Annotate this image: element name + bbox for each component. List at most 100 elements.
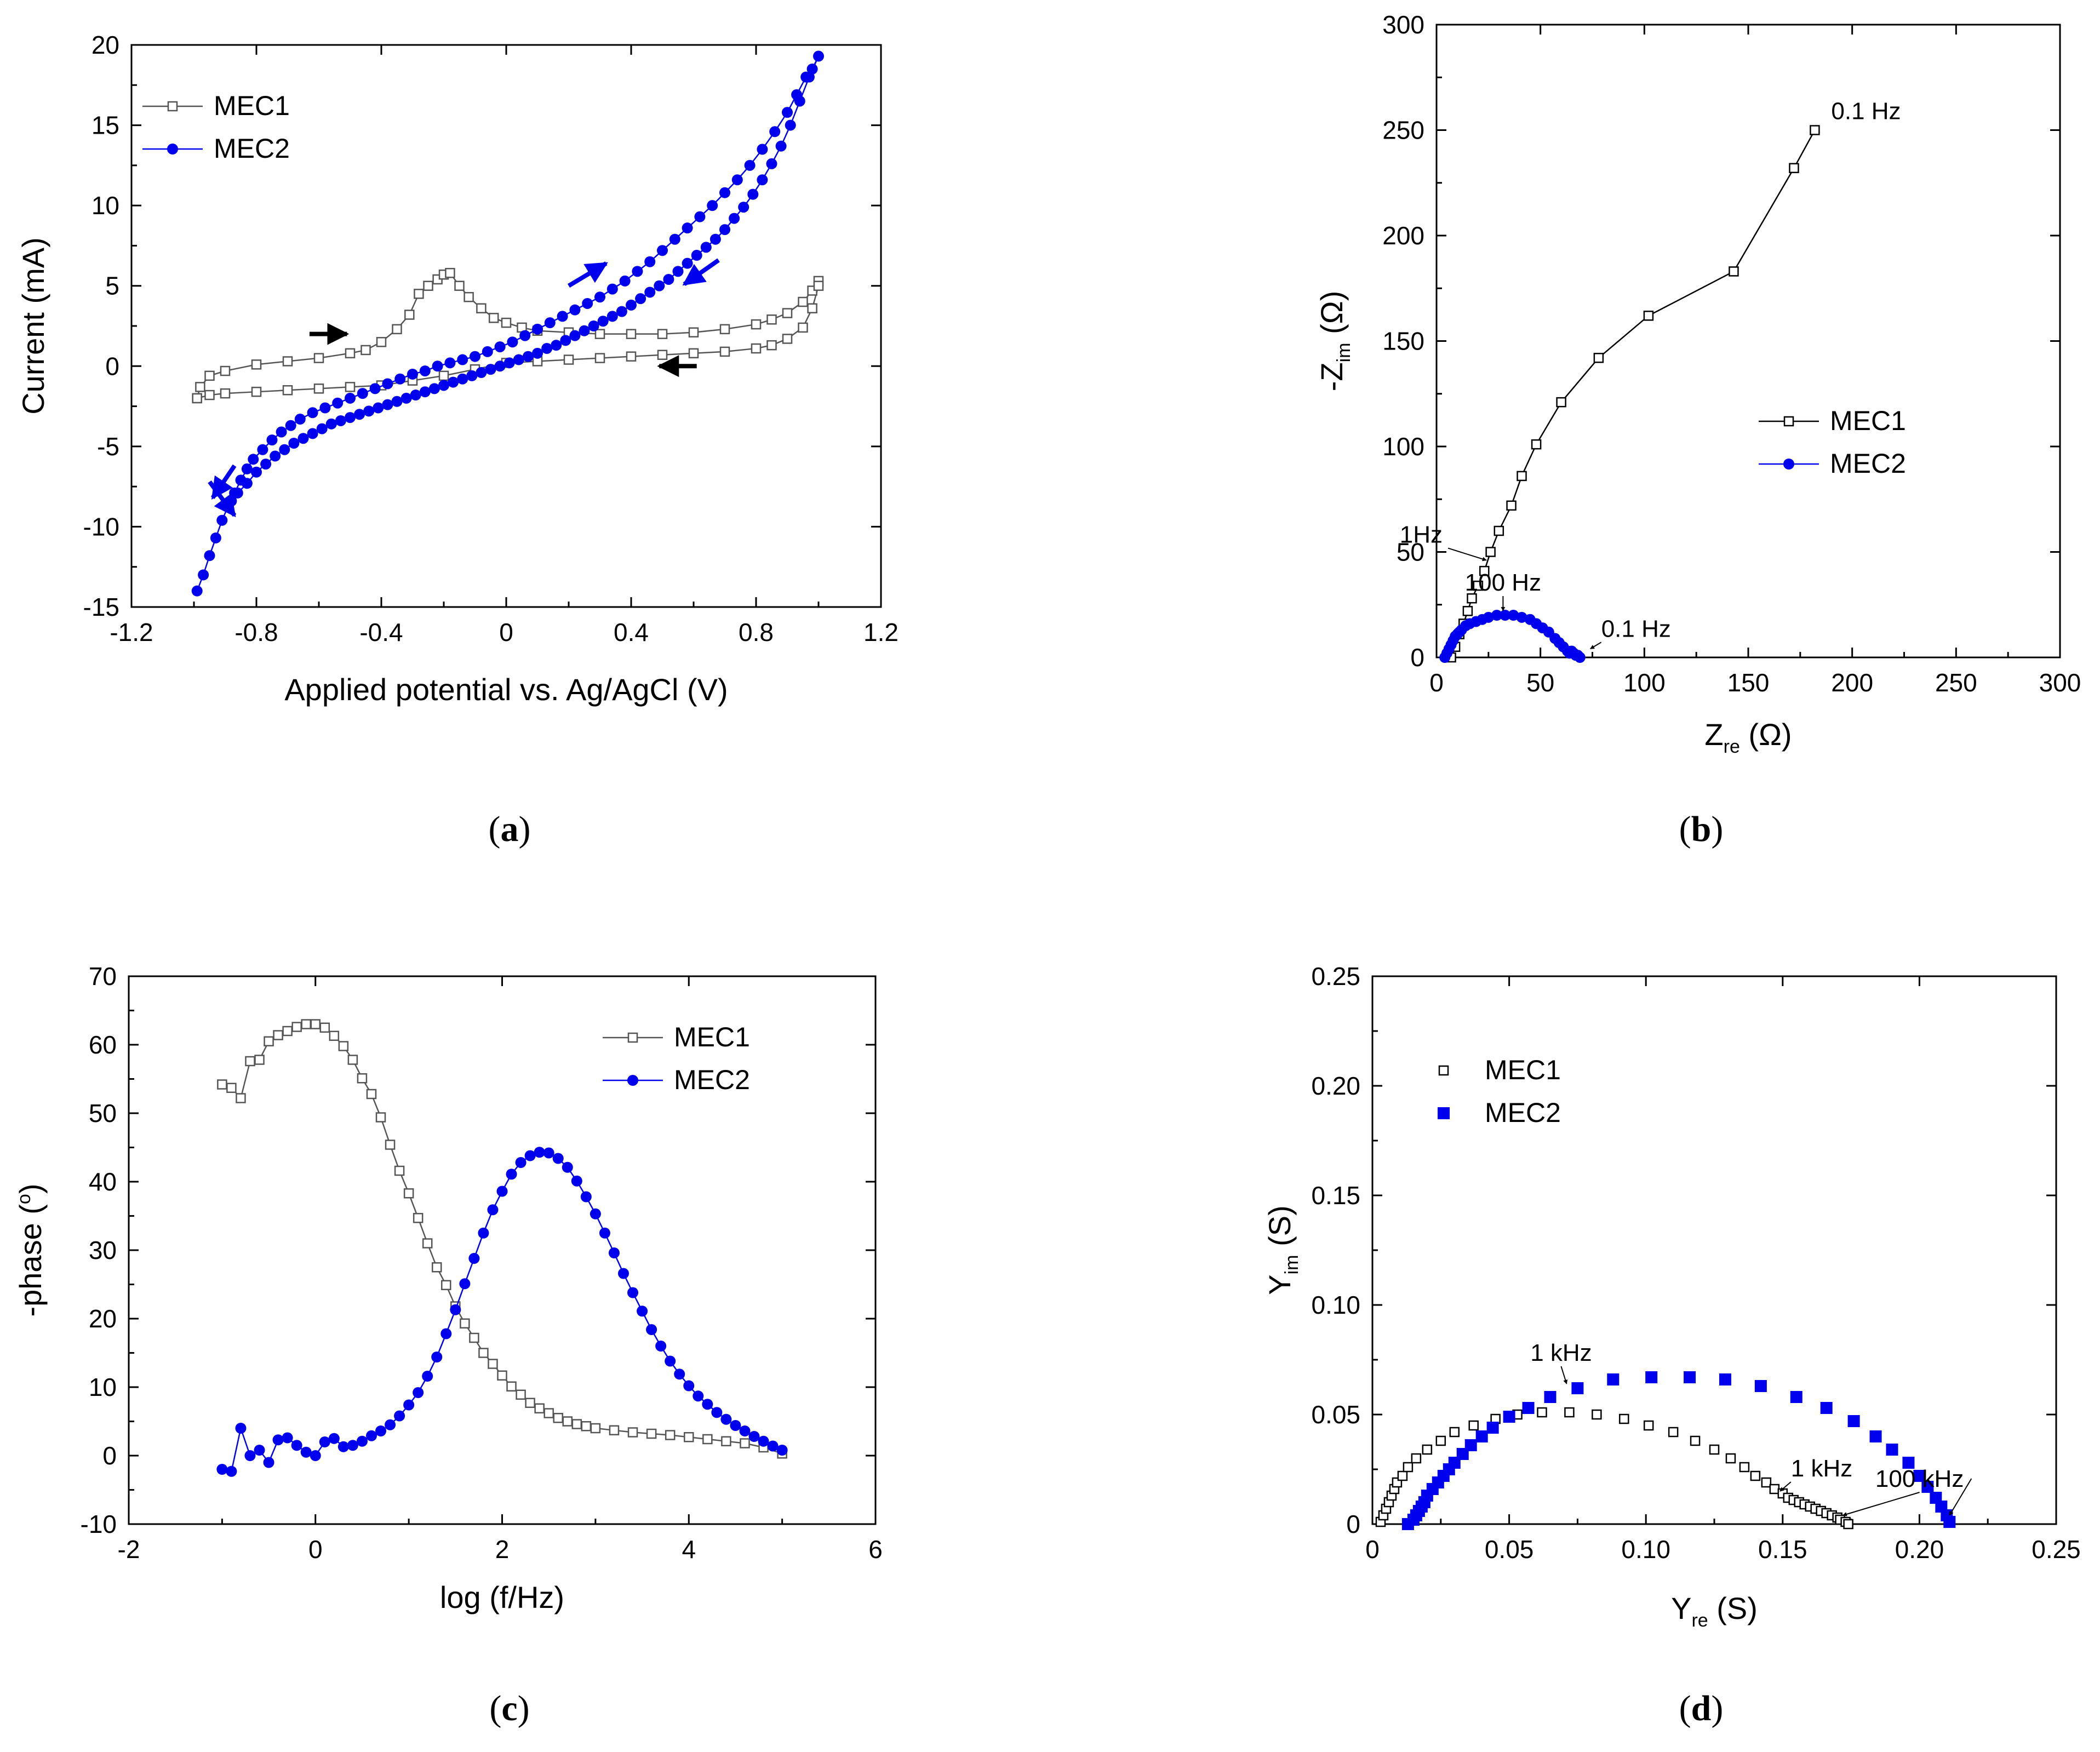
data-point — [478, 1227, 489, 1239]
data-point — [457, 373, 468, 385]
data-point — [719, 224, 730, 236]
data-point — [345, 392, 356, 404]
data-point — [1709, 1444, 1720, 1455]
data-point — [319, 1436, 330, 1447]
data-point — [532, 347, 543, 359]
data-point — [582, 297, 593, 309]
x-tick-label: 150 — [1727, 668, 1770, 697]
direction-arrow — [567, 261, 608, 288]
data-point — [1902, 1457, 1915, 1469]
data-point — [590, 1423, 601, 1434]
data-point — [494, 360, 506, 372]
data-point — [782, 107, 793, 118]
data-point — [626, 351, 637, 362]
data-point — [373, 402, 384, 414]
data-point — [1516, 611, 1527, 623]
data-point — [744, 159, 756, 171]
data-point — [682, 222, 693, 234]
annotation-pointer — [1590, 642, 1602, 650]
y-tick-label: 0.15 — [1311, 1181, 1360, 1210]
data-point — [347, 1055, 358, 1065]
data-point — [310, 1019, 321, 1029]
data-point — [694, 211, 706, 222]
x-tick-label: 100 — [1623, 668, 1666, 697]
data-point — [216, 1464, 228, 1475]
data-point — [657, 245, 668, 256]
panel-a: -1.2 -0.8 -0.4 0 0.4 0.8 1.2 -15 -10 -5 0 5 10 15 20 Ap… — [16, 31, 899, 849]
data-point — [669, 233, 680, 245]
data-point — [300, 1446, 312, 1458]
data-point — [263, 1457, 274, 1468]
data-point — [1464, 1439, 1477, 1451]
data-point — [644, 256, 656, 267]
legend-label: MEC2 — [1830, 448, 1906, 479]
data-point — [497, 1370, 507, 1381]
data-point — [403, 1188, 414, 1199]
annotation-label: 100 Hz — [1465, 569, 1541, 596]
data-point — [438, 380, 449, 391]
data-point — [385, 1419, 396, 1430]
data-point — [204, 550, 215, 562]
data-point — [288, 437, 300, 449]
data-point — [738, 202, 749, 213]
x-tick-label: -1.2 — [110, 618, 153, 646]
data-point — [785, 119, 796, 131]
data-point — [494, 341, 506, 353]
y-tick-label: 200 — [1382, 221, 1424, 250]
data-point — [524, 1150, 536, 1161]
data-point — [400, 392, 412, 404]
data-point — [245, 1056, 255, 1067]
y-tick-label: 0.05 — [1311, 1400, 1360, 1429]
data-point — [272, 1434, 284, 1446]
data-point — [470, 351, 480, 362]
legend-marker — [1783, 416, 1794, 427]
annotation-pointer — [1949, 1478, 1972, 1516]
panel-label: (d) — [1679, 1688, 1724, 1728]
data-point — [1508, 610, 1519, 621]
data-point — [1725, 1453, 1736, 1464]
data-point — [431, 1262, 442, 1273]
data-point — [562, 1161, 573, 1173]
data-point — [646, 1324, 657, 1335]
y-tick-label: 10 — [91, 191, 119, 220]
y-axis-title: -Zim (Ω) — [1314, 291, 1354, 391]
data-point — [748, 1431, 760, 1442]
annotation-pointer — [1560, 1366, 1568, 1384]
data-point — [1537, 1407, 1547, 1418]
data-point — [1397, 1470, 1408, 1481]
data-point — [385, 1140, 396, 1150]
data-point — [1643, 1420, 1654, 1431]
y-tick-label: -5 — [97, 432, 119, 461]
data-point — [357, 1073, 368, 1084]
data-point — [798, 322, 808, 333]
data-point — [637, 1306, 648, 1317]
x-tick-label: 0 — [499, 618, 513, 646]
x-axis-title: Applied potential vs. Ag/AgCl (V) — [284, 672, 728, 707]
data-point — [270, 450, 281, 462]
data-point — [506, 1169, 517, 1180]
data-point — [444, 357, 456, 369]
data-point — [534, 1403, 545, 1413]
y-tick-label: 5 — [105, 272, 119, 300]
data-point — [541, 343, 553, 354]
data-point — [191, 585, 203, 597]
x-axis-title: Zre (Ω) — [1704, 717, 1792, 757]
data-point — [404, 310, 415, 320]
data-point — [569, 304, 581, 316]
data-point — [276, 426, 287, 438]
data-point — [361, 345, 371, 356]
data-point — [553, 1413, 563, 1423]
data-point — [608, 1247, 620, 1258]
data-point — [599, 1227, 610, 1239]
data-point — [369, 383, 381, 394]
data-point — [445, 268, 455, 278]
data-point — [1479, 565, 1490, 576]
data-point — [403, 1399, 415, 1411]
data-point — [1403, 1462, 1414, 1473]
data-point — [464, 291, 474, 302]
data-point — [515, 1157, 527, 1168]
data-point — [325, 418, 337, 430]
data-point — [291, 1022, 302, 1032]
legend-label: MEC1 — [214, 90, 290, 121]
series-mec2 — [1439, 610, 1586, 663]
